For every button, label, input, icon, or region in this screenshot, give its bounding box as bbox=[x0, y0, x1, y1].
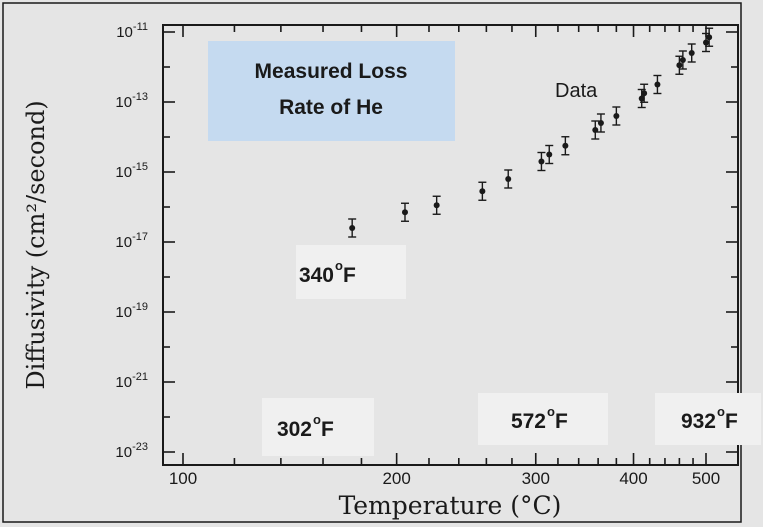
plot-frame bbox=[162, 24, 739, 466]
y-tick-label: 10-17 bbox=[115, 231, 148, 251]
data-point bbox=[678, 50, 687, 70]
data-point bbox=[705, 27, 714, 47]
data-point bbox=[596, 113, 605, 133]
figure-border bbox=[2, 2, 742, 523]
title-annotation-line-1: Measured Loss bbox=[255, 60, 408, 83]
y-tick-label: 10-11 bbox=[116, 21, 148, 41]
data-point bbox=[640, 83, 649, 103]
data-point bbox=[348, 218, 357, 238]
temp-annotation-value: 932 bbox=[681, 410, 716, 433]
y-axis-ticks: 10-11 10-13 10-15 10-17 10-19 10-21 10-23 bbox=[115, 21, 738, 461]
temp-annotation-572: 572 o F bbox=[478, 393, 608, 445]
temp-annotation-unit: F bbox=[555, 410, 568, 433]
data-point bbox=[432, 195, 441, 215]
data-point bbox=[478, 181, 487, 201]
data-series bbox=[348, 27, 714, 238]
temp-annotation-unit: F bbox=[725, 410, 738, 433]
data-point bbox=[675, 55, 684, 75]
x-tick-label: 200 bbox=[382, 469, 410, 488]
data-point bbox=[687, 43, 696, 63]
title-annotation-line-2: Rate of He bbox=[279, 96, 383, 119]
temp-annotation-degree: o bbox=[335, 258, 343, 273]
x-tick-label: 100 bbox=[169, 469, 197, 488]
data-point bbox=[612, 106, 621, 126]
y-tick-label: 10-13 bbox=[115, 91, 148, 111]
data-point bbox=[653, 74, 662, 95]
temp-annotation-302: 302 o F bbox=[262, 398, 374, 456]
temp-annotation-value: 302 bbox=[277, 418, 312, 441]
temp-annotation-degree: o bbox=[547, 404, 555, 419]
temp-annotation-340: 340 o F bbox=[296, 245, 406, 299]
x-axis-label: Temperature (°C) bbox=[339, 491, 562, 520]
data-point bbox=[504, 169, 513, 189]
data-point bbox=[545, 144, 554, 165]
temp-annotation-degree: o bbox=[717, 404, 725, 419]
x-tick-label: 400 bbox=[619, 469, 647, 488]
x-tick-label: 300 bbox=[522, 469, 550, 488]
data-point bbox=[537, 151, 546, 172]
data-point bbox=[561, 136, 570, 156]
y-tick-label: 10-19 bbox=[115, 301, 148, 321]
data-series-label: Data bbox=[555, 80, 598, 102]
temp-annotation-value: 572 bbox=[511, 410, 546, 433]
y-tick-label: 10-21 bbox=[115, 371, 148, 391]
temp-annotation-unit: F bbox=[321, 418, 334, 441]
data-point bbox=[400, 202, 409, 222]
temp-annotation-932: 932 o F bbox=[655, 393, 761, 445]
title-annotation-box bbox=[208, 41, 455, 141]
y-axis-label: Diffusivity (cm²/second) bbox=[22, 100, 50, 389]
y-tick-label: 10-15 bbox=[115, 161, 148, 181]
temp-annotation-unit: F bbox=[343, 264, 356, 287]
temp-annotation-degree: o bbox=[313, 412, 321, 427]
x-tick-label: 500 bbox=[692, 469, 720, 488]
y-tick-label: 10-23 bbox=[115, 441, 148, 461]
x-axis-ticks: 100 200 300 400 500 bbox=[169, 25, 720, 488]
data-point bbox=[591, 120, 600, 140]
temp-annotation-value: 340 bbox=[299, 264, 334, 287]
